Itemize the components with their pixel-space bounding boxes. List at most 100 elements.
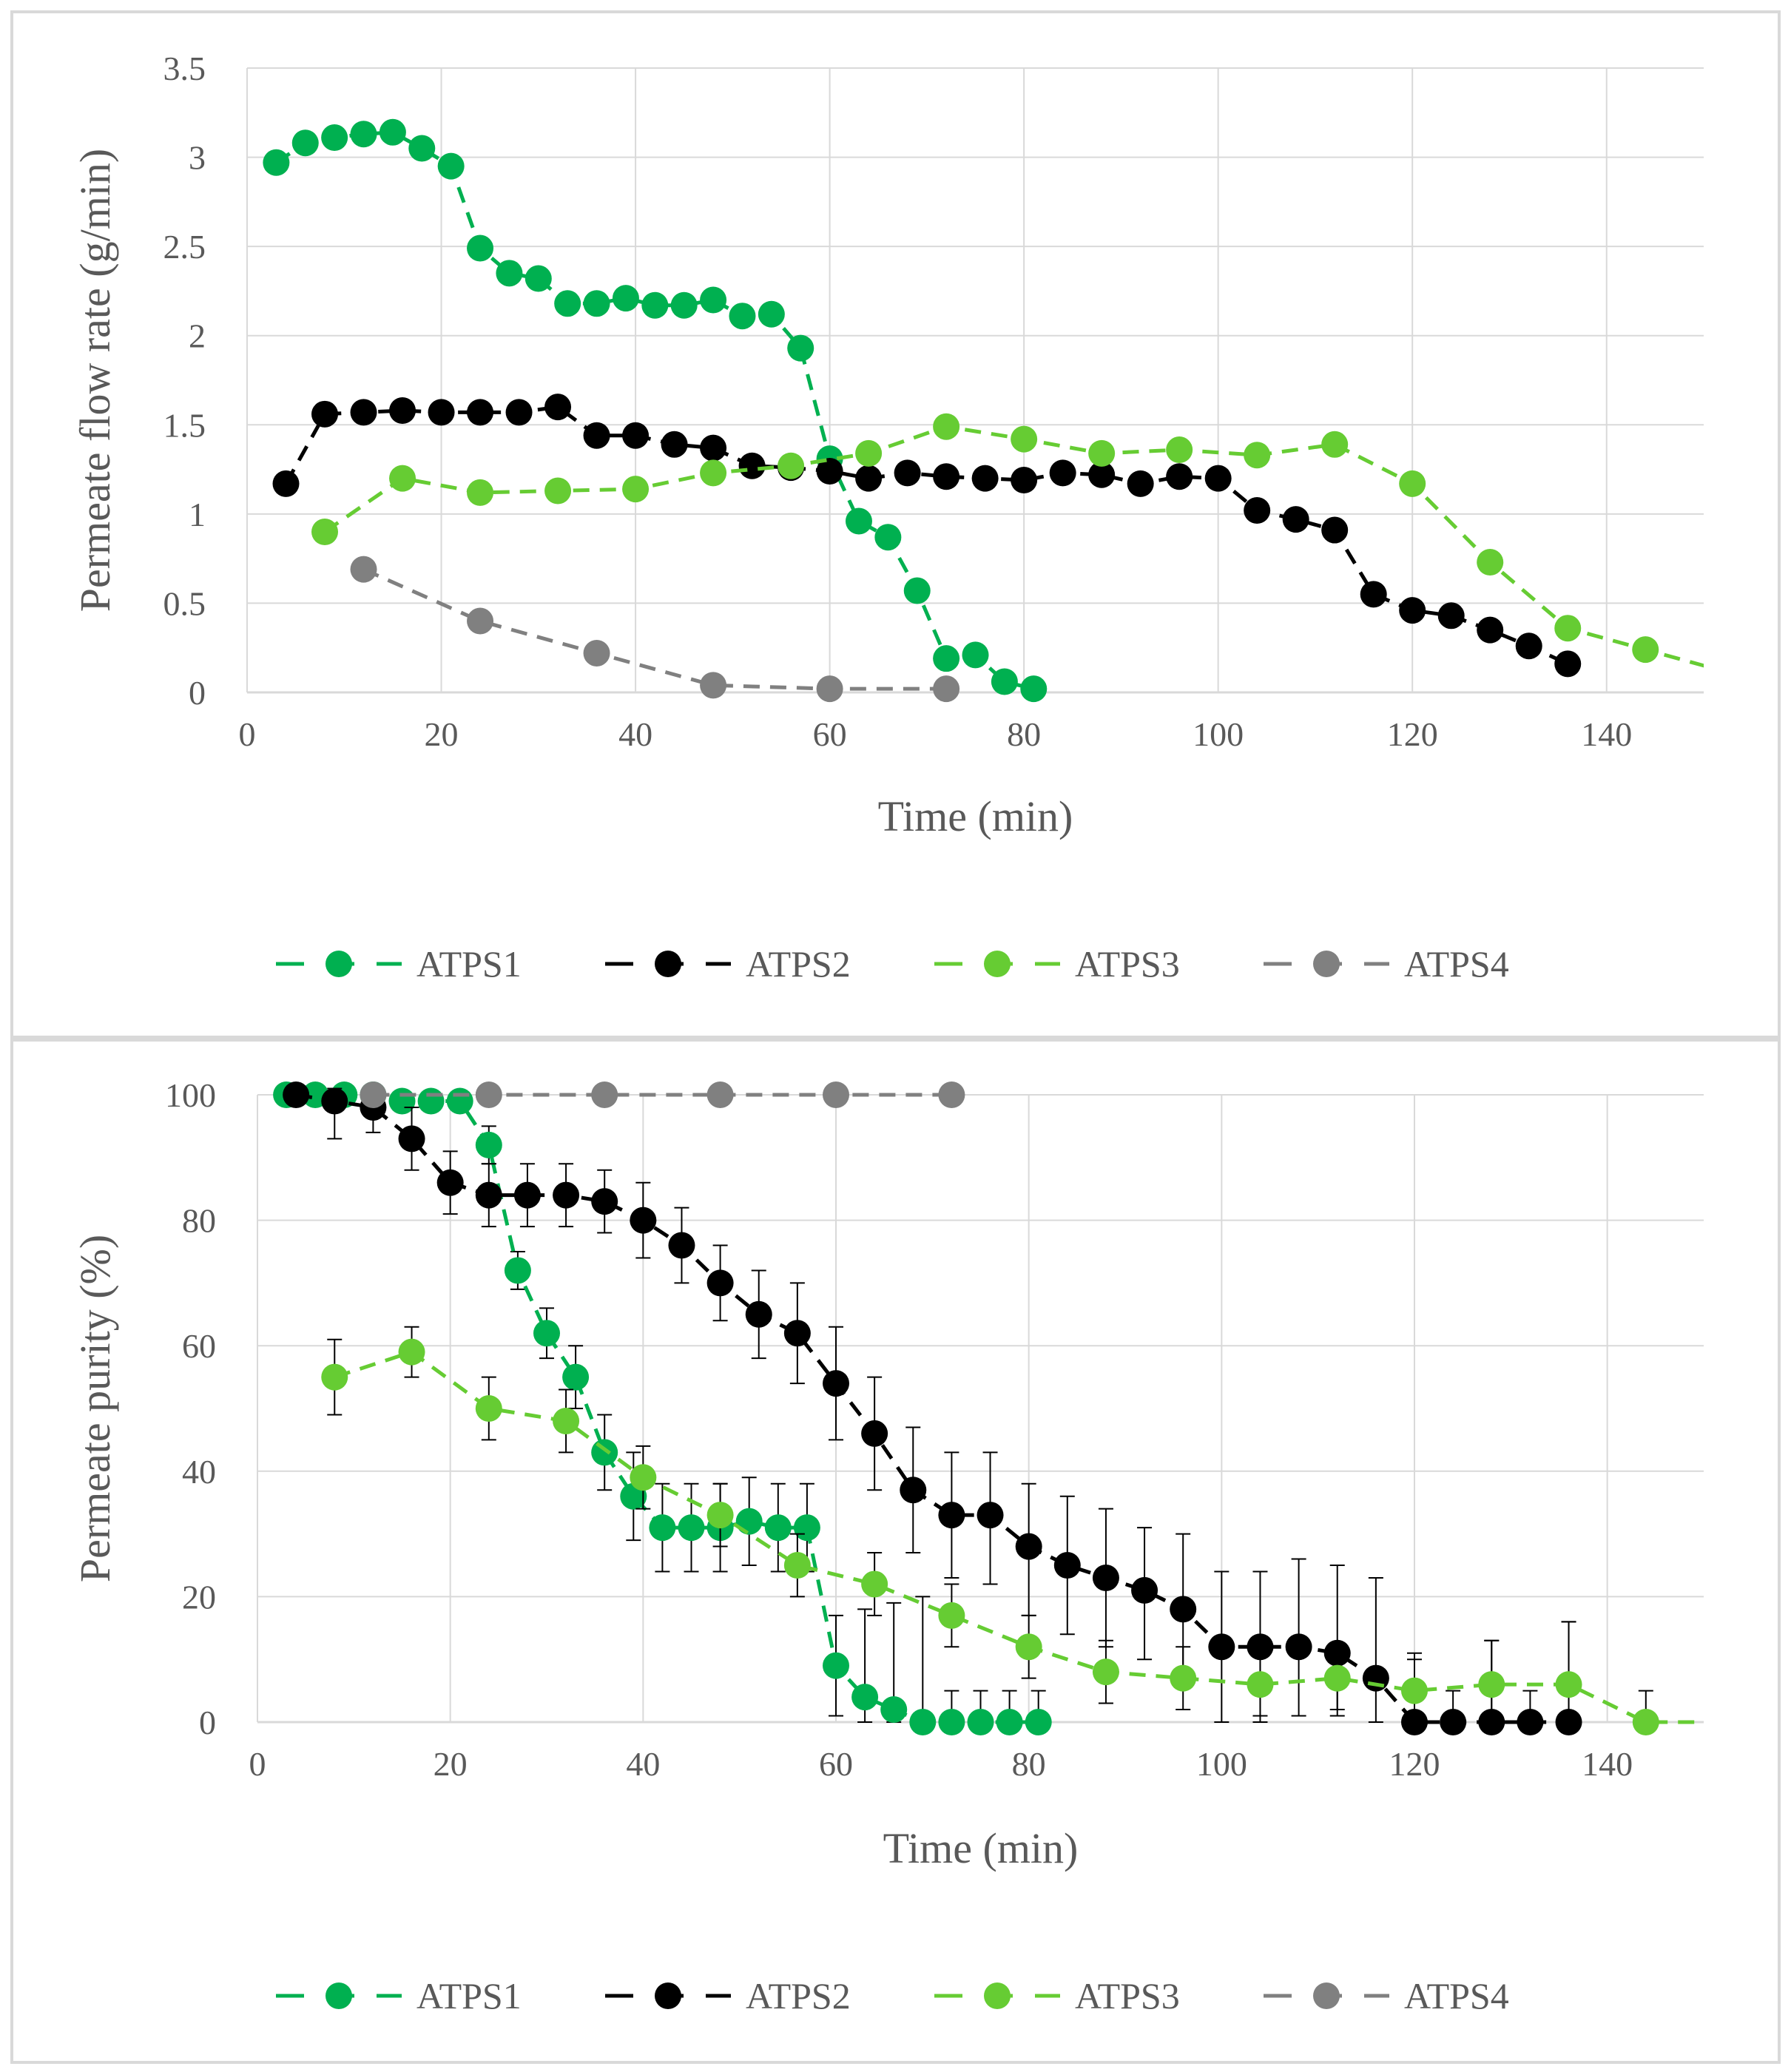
- legend-label: ATPS4: [1404, 1975, 1509, 2017]
- series-line-atps1: [286, 1093, 1039, 1724]
- purity-chart-panel: 0 20 40 60 80 100 120 140 0 20 40 60 80 100 Time (min)…: [10, 1039, 1781, 2064]
- data-point: [1477, 548, 1504, 576]
- data-point: [649, 1514, 676, 1542]
- x-tick-label: 60: [813, 715, 847, 753]
- data-point: [1015, 1533, 1042, 1560]
- data-point: [938, 1709, 965, 1735]
- data-point: [446, 1087, 473, 1115]
- x-tick-label: 140: [1582, 1745, 1633, 1783]
- data-point: [778, 452, 805, 479]
- data-point: [1170, 1596, 1197, 1623]
- data-point: [938, 1602, 965, 1629]
- data-point: [591, 1439, 618, 1466]
- legend-marker: [326, 951, 352, 977]
- data-point: [1710, 658, 1736, 684]
- x-tick-label: 20: [434, 1745, 468, 1783]
- data-point: [379, 118, 406, 146]
- data-point: [861, 1420, 888, 1447]
- data-point: [880, 1696, 908, 1724]
- data-point: [991, 668, 1018, 695]
- data-point: [1088, 439, 1116, 467]
- data-point: [408, 135, 436, 162]
- data-point: [900, 1477, 927, 1504]
- data-point: [622, 476, 650, 503]
- data-point: [1053, 1552, 1081, 1579]
- y-axis-title: Permeate purity (%): [71, 1235, 119, 1582]
- data-point: [700, 286, 727, 314]
- data-point: [996, 1709, 1023, 1735]
- data-point: [938, 1502, 965, 1529]
- data-point: [641, 291, 669, 319]
- legend-label: ATPS2: [746, 943, 851, 985]
- data-point: [389, 465, 416, 492]
- data-point: [311, 518, 339, 545]
- plot-area: [263, 118, 1736, 703]
- data-point: [1321, 431, 1349, 458]
- data-point: [544, 477, 572, 504]
- data-point: [467, 399, 494, 426]
- data-point: [1166, 463, 1193, 490]
- data-point: [1517, 1709, 1544, 1735]
- data-point: [428, 399, 455, 426]
- x-tick-label: 0: [249, 1745, 266, 1783]
- x-tick-label: 100: [1196, 1745, 1247, 1783]
- data-point: [967, 1709, 994, 1735]
- data-point: [823, 1652, 849, 1679]
- x-tick-label: 120: [1387, 715, 1438, 753]
- data-point: [816, 457, 843, 485]
- data-point: [845, 507, 872, 535]
- data-point: [591, 1188, 618, 1215]
- legend-entry-atps2: ATPS2: [605, 943, 851, 985]
- data-point: [903, 577, 931, 604]
- y-tick-label: 2.5: [163, 228, 206, 266]
- data-point: [1555, 1671, 1582, 1698]
- data-point: [933, 675, 960, 703]
- data-point: [700, 434, 727, 462]
- x-tick-label: 100: [1193, 715, 1244, 753]
- data-point: [706, 1081, 734, 1108]
- data-point: [855, 465, 883, 492]
- series-line-atps2: [295, 1093, 1569, 1724]
- data-point: [533, 1320, 560, 1347]
- data-point: [1011, 425, 1038, 453]
- legend-marker: [984, 951, 1011, 977]
- data-point: [1437, 602, 1465, 630]
- data-point: [263, 149, 290, 176]
- x-tick-label: 80: [1007, 715, 1041, 753]
- data-point: [977, 1502, 1004, 1529]
- data-point: [504, 1257, 531, 1284]
- y-tick-label: 20: [182, 1578, 216, 1616]
- x-tick-label: 40: [626, 1745, 660, 1783]
- data-point: [729, 303, 756, 330]
- legend-marker: [326, 1982, 352, 2009]
- legend-entry-atps3: ATPS3: [934, 943, 1180, 985]
- x-tick-label: 80: [1012, 1745, 1046, 1783]
- data-point: [823, 1370, 849, 1397]
- data-point: [1321, 516, 1349, 544]
- y-tick-label: 1: [189, 496, 206, 533]
- legend-entry-atps1: ATPS1: [276, 943, 522, 985]
- data-point: [861, 1570, 888, 1598]
- data-point: [583, 422, 610, 449]
- data-point: [1323, 1664, 1351, 1692]
- data-point: [475, 1131, 502, 1158]
- legend-label: ATPS2: [746, 1975, 851, 2017]
- legend-label: ATPS1: [416, 1975, 522, 2017]
- data-point: [909, 1709, 937, 1735]
- data-point: [1632, 636, 1659, 664]
- data-point: [1399, 597, 1426, 624]
- data-point: [1515, 632, 1542, 660]
- y-tick-label: 1.5: [163, 406, 206, 444]
- x-tick-label: 40: [618, 715, 652, 753]
- data-point: [591, 1081, 618, 1108]
- data-point: [735, 1508, 763, 1535]
- data-point: [1244, 497, 1271, 524]
- data-point: [544, 394, 572, 421]
- data-point: [437, 152, 465, 180]
- data-point: [1127, 470, 1154, 497]
- legend-marker: [655, 1982, 681, 2009]
- data-point: [783, 1552, 811, 1579]
- data-point: [630, 1207, 657, 1234]
- plot-area: [273, 1081, 1704, 1735]
- legend-marker: [984, 1982, 1011, 2009]
